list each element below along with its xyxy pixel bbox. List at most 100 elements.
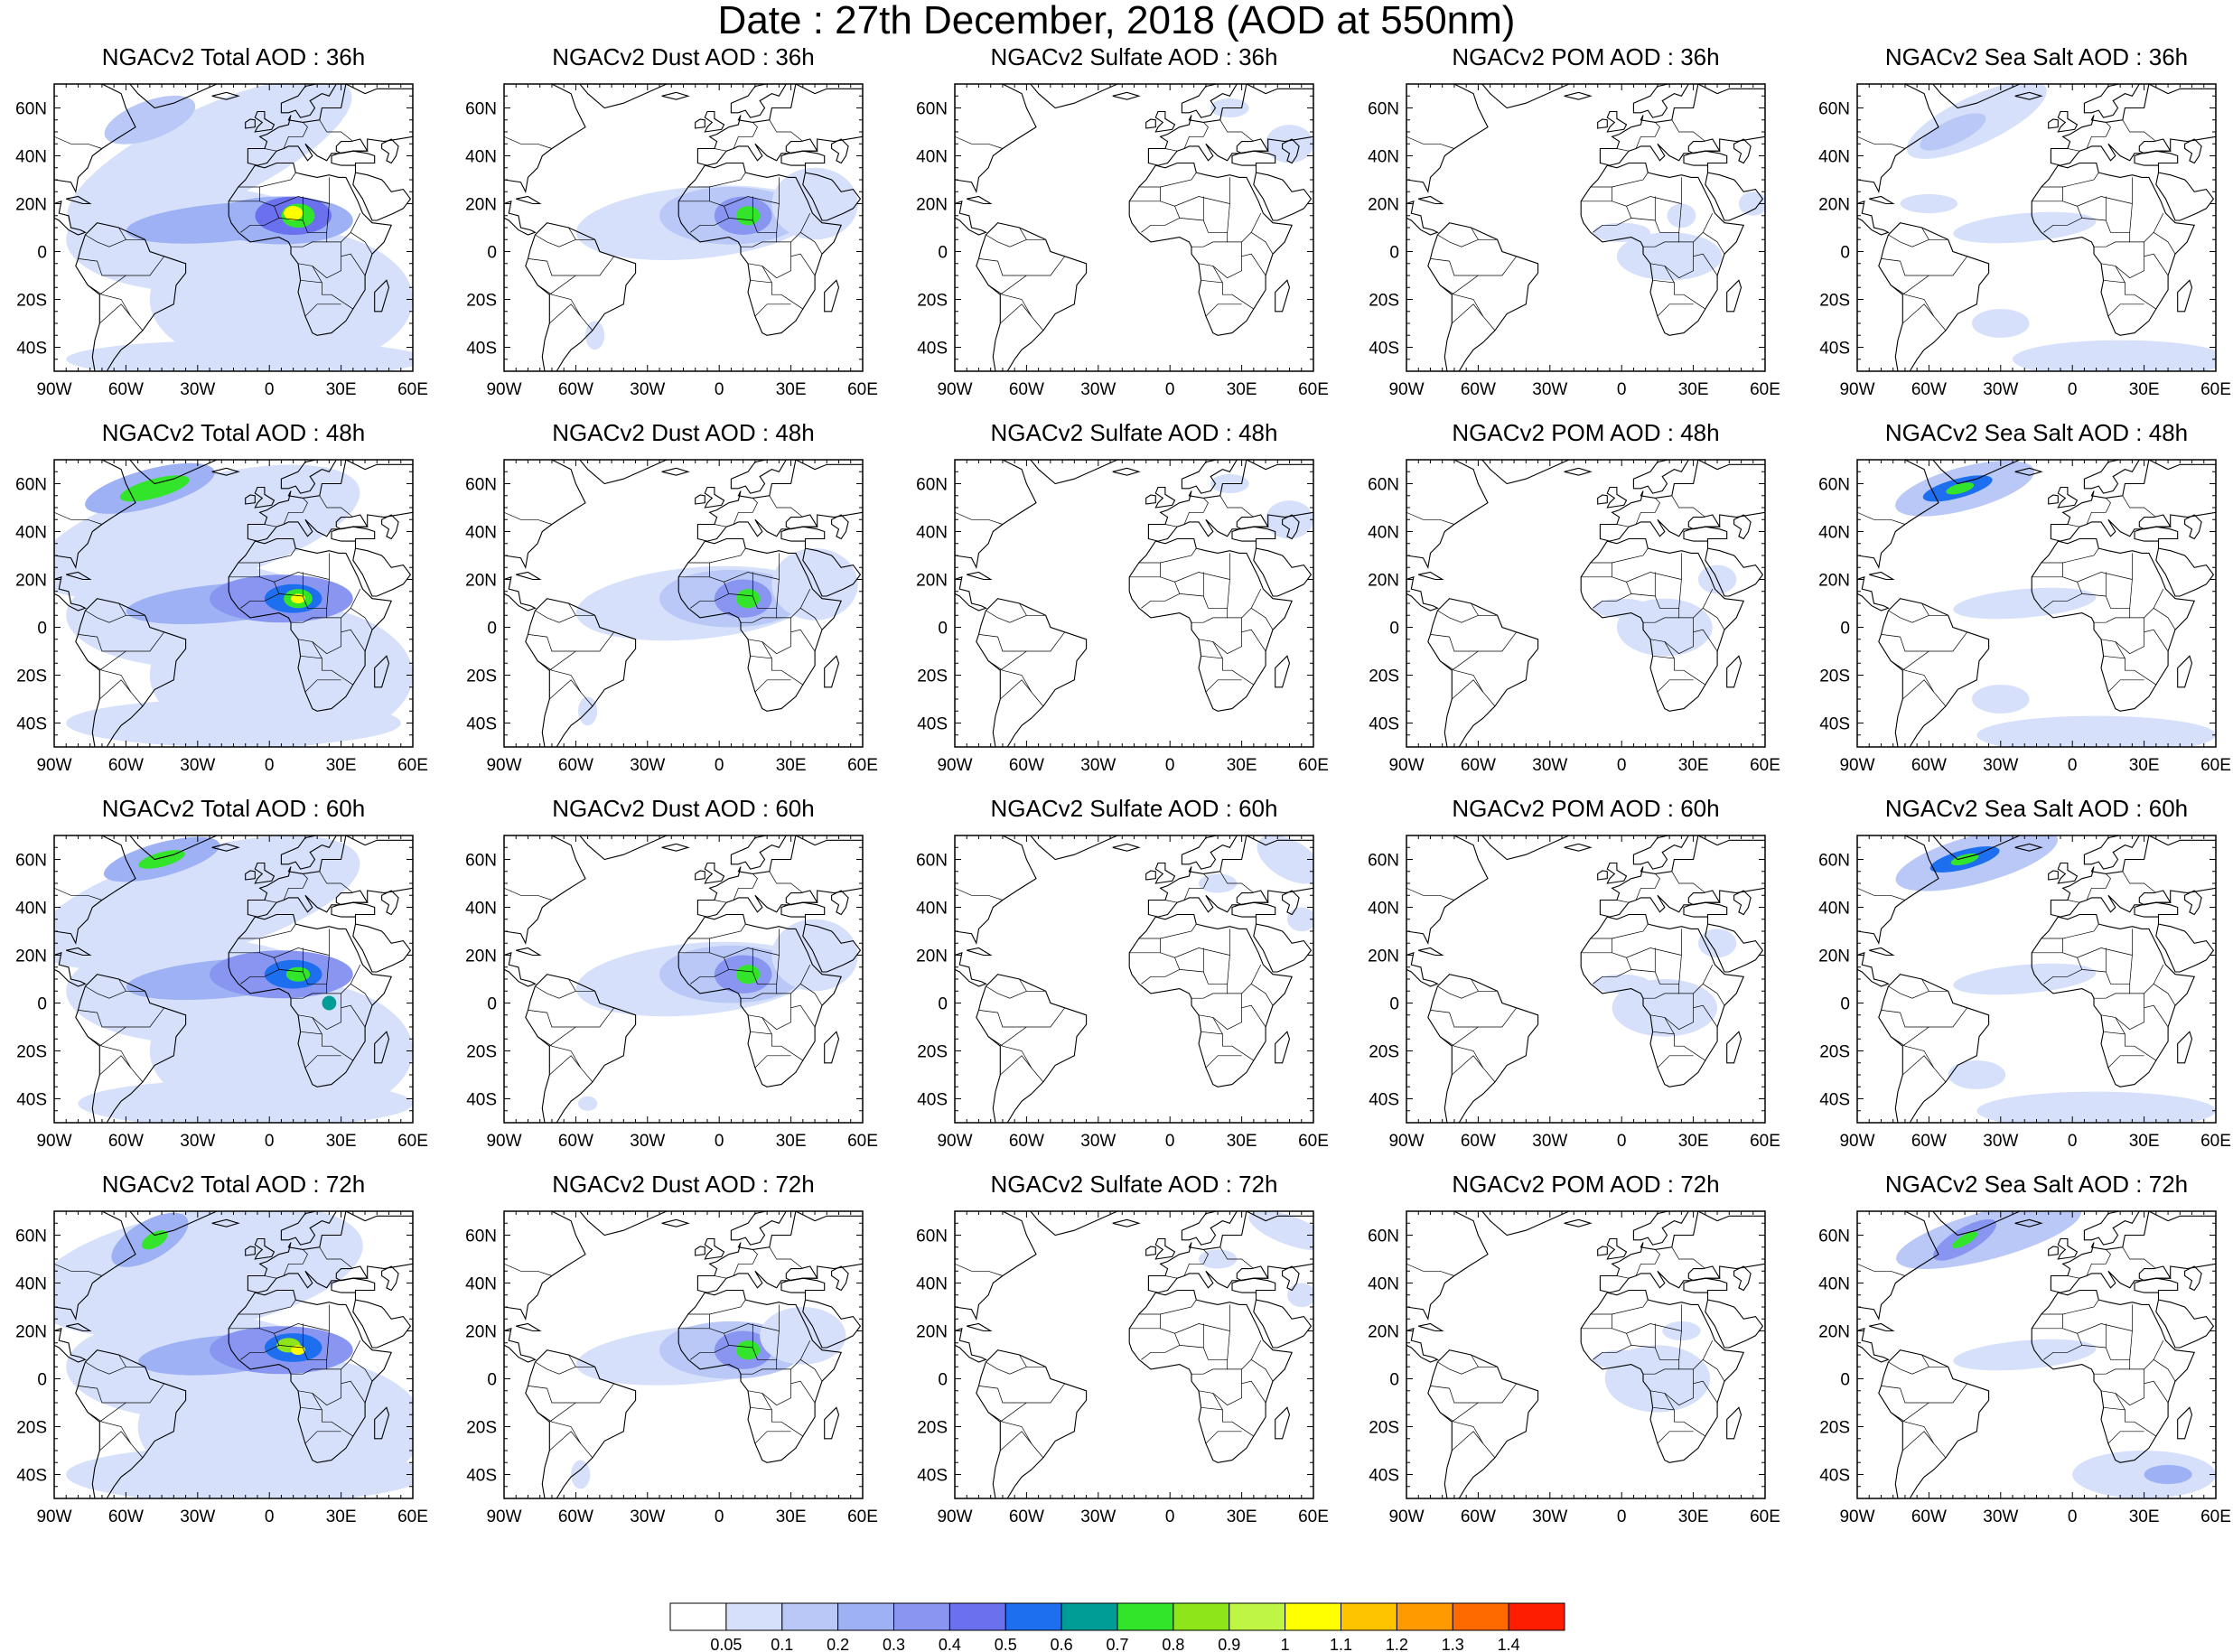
coastline-caspian	[1282, 138, 1300, 164]
panel-title: NGACv2 Dust AOD : 36h	[552, 43, 815, 70]
coastline-scandinavia	[730, 835, 787, 870]
coastline-arabia	[1705, 923, 1764, 973]
x-tick-label: 30W	[180, 1507, 215, 1526]
coastline-cuba	[1418, 571, 1444, 581]
colorbar-swatch	[837, 1602, 894, 1631]
coastline-asiaMinor	[1683, 1277, 1728, 1301]
y-tick-label: 40N	[465, 524, 497, 543]
coastline-caspian	[2184, 1265, 2202, 1292]
colorbar-swatch	[1116, 1602, 1174, 1631]
coastline-northAmerica	[504, 835, 586, 946]
aod-field	[1895, 835, 2216, 1123]
x-tick-label: 30E	[776, 756, 807, 775]
y-tick-label: 20N	[465, 947, 497, 966]
y-tick-label: 40S	[16, 1091, 47, 1110]
coastline-iceland	[2014, 1218, 2043, 1227]
x-tick-label: 90W	[486, 380, 521, 399]
coastline-blackSea	[785, 1265, 818, 1282]
y-tick-label: 40S	[1819, 1091, 1850, 1110]
country-border	[955, 887, 1004, 901]
country-border	[2094, 1368, 2130, 1375]
aod-contour	[1266, 500, 1313, 539]
country-border	[528, 258, 576, 276]
x-tick-label: 30E	[1227, 380, 1257, 399]
country-border	[1471, 978, 1498, 992]
y-tick-label: 40S	[1369, 1091, 1399, 1110]
colorbar-label: 1.1	[1330, 1636, 1352, 1652]
map-canvas: 90W 60W 30W 0 30E 60E 60N 40N 20N 0 20S 40S	[1368, 1210, 1780, 1526]
coastline-madagascar	[1275, 655, 1291, 688]
country-border	[350, 1359, 373, 1382]
country-border	[1212, 1017, 1223, 1035]
coastline-caspian	[381, 1265, 399, 1292]
coastline-britain	[254, 1237, 276, 1260]
country-border	[549, 679, 581, 700]
country-border	[1652, 1406, 1705, 1437]
coastlines	[955, 84, 1313, 371]
country-border	[2103, 1406, 2156, 1437]
coastline-southAmerica	[1427, 974, 1539, 1123]
coastline-europe	[696, 1211, 863, 1293]
country-border	[678, 1304, 780, 1334]
country-border	[2067, 900, 2080, 903]
country-border	[2115, 1017, 2126, 1035]
country-border	[1174, 1333, 1262, 1370]
country-border	[99, 1431, 131, 1451]
country-border	[54, 135, 103, 149]
country-border	[1251, 1359, 1274, 1382]
y-tick-label: 0	[1840, 1371, 1850, 1390]
map-canvas: 90W 60W 30W 0 30E 60E 60N 40N 20N 0 20S 40S	[1818, 459, 2231, 775]
country-border	[1191, 617, 1228, 623]
y-tick-label: 0	[938, 620, 948, 639]
aod-field	[66, 84, 413, 371]
coastline-scandinavia	[1632, 835, 1689, 870]
country-border	[1652, 279, 1705, 310]
coastline-cuba	[967, 1322, 993, 1332]
y-tick-label: 60N	[1818, 476, 1850, 495]
x-tick-label: 30W	[1080, 1507, 1116, 1526]
x-tick-label: 60E	[397, 1507, 428, 1526]
coastline-iceland	[2014, 843, 2043, 852]
coastline-centralAmerica	[1857, 575, 1890, 611]
y-tick-label: 40N	[916, 1275, 948, 1294]
coastline-blackSea	[335, 138, 369, 154]
country-border	[549, 631, 614, 671]
aod-contour	[735, 589, 761, 609]
y-tick-label: 0	[487, 1371, 497, 1390]
coastline-centralAmerica	[955, 200, 987, 236]
map-canvas: 90W 60W 30W 0 30E 60E 60N 40N 20N 0 20S 40S	[15, 459, 428, 775]
country-border	[1703, 232, 1725, 255]
y-tick-label: 60N	[465, 852, 497, 871]
x-tick-label: 0	[1165, 1132, 1175, 1151]
y-tick-label: 20S	[1819, 292, 1850, 311]
country-border	[733, 873, 758, 901]
aod-contour	[1972, 685, 2030, 714]
country-border	[312, 641, 322, 659]
aod-field	[1896, 1211, 2216, 1498]
coastline-blackSea	[785, 890, 818, 906]
coastline-asiaMinor	[1231, 901, 1276, 925]
country-border	[1205, 1055, 1242, 1069]
country-border	[99, 303, 131, 324]
country-border	[1019, 602, 1046, 616]
country-border	[1593, 218, 1631, 233]
y-tick-label: 20N	[1818, 1323, 1850, 1342]
y-tick-label: 60N	[1368, 1227, 1399, 1246]
aod-contour	[1972, 309, 2030, 338]
country-border	[987, 660, 1044, 707]
map-panel-seasalt-48h: NGACv2 Sea Salt AOD : 48h 90W 60W 30W 0 30E 60…	[1814, 419, 2233, 789]
country-border	[1019, 227, 1046, 240]
y-tick-label: 60N	[916, 852, 948, 871]
y-tick-label: 0	[37, 995, 47, 1014]
x-tick-label: 60W	[558, 1507, 593, 1526]
y-tick-label: 20N	[916, 196, 948, 215]
coastline-northAmerica	[504, 460, 586, 570]
country-border	[987, 285, 1044, 331]
coastline-asiaMinor	[331, 1277, 376, 1301]
axis-ticks	[503, 83, 864, 372]
aod-contour	[141, 1230, 168, 1250]
coastline-iceland	[211, 91, 240, 100]
y-tick-label: 20N	[15, 1323, 47, 1342]
country-border	[1471, 602, 1498, 616]
x-tick-label: 60W	[1911, 756, 1947, 775]
